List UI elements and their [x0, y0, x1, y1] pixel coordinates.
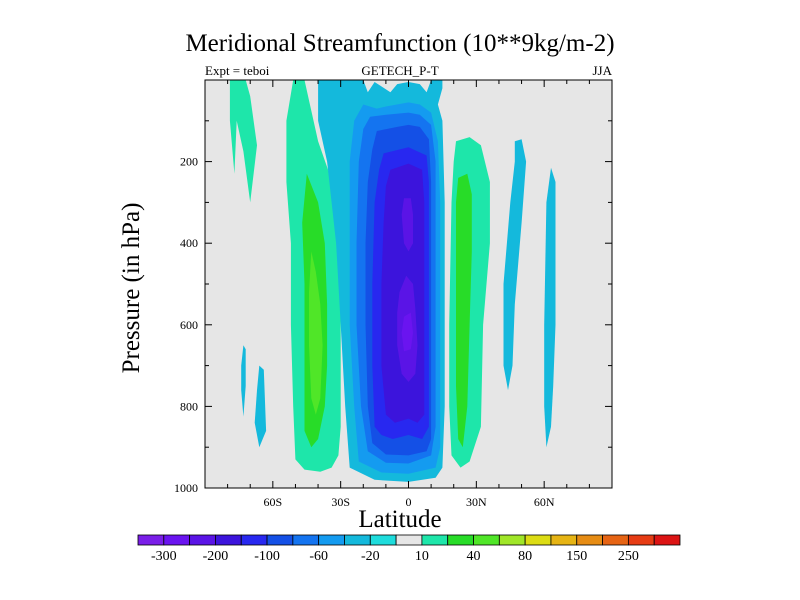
colorbar-swatch: [550, 534, 578, 546]
nh-ferrel-inner: [456, 173, 472, 448]
contour-fills: [229, 80, 556, 482]
sh-outer-cell: [229, 80, 257, 203]
colorbar-swatch: [602, 534, 629, 546]
colorbar-swatch: [498, 534, 526, 546]
axis-ticks: 60S 30S 0 30N 60N 200 400 600 800 1000: [174, 80, 612, 509]
colorbar-swatch: [447, 534, 474, 546]
model-label: GETECH_P-T: [361, 63, 439, 78]
colorbar-swatch: [318, 534, 345, 546]
x-axis-label: Latitude: [358, 506, 442, 533]
colorbar-swatch: [421, 534, 449, 546]
colorbar-label: 150: [566, 549, 587, 564]
colorbar-label: -300: [151, 549, 177, 564]
colorbar-swatch: [653, 534, 681, 546]
y-tick-label: 800: [180, 399, 198, 413]
colorbar-swatch: [369, 534, 397, 546]
x-tick-label: 60N: [534, 495, 555, 509]
colorbar-swatch: [627, 534, 655, 546]
colorbar-label: 40: [467, 549, 481, 564]
colorbar-swatch: [240, 534, 268, 546]
colorbar-swatch: [163, 534, 191, 546]
colorbar-label: 80: [518, 549, 532, 564]
colorbar-swatch: [473, 534, 500, 546]
colorbar-swatch: [524, 534, 552, 546]
colorbar-label: -20: [361, 549, 380, 564]
colorbar: -300 -200 -100 -60 -20 10 40 80 150 250: [137, 534, 681, 564]
y-tick-label: 200: [180, 155, 198, 169]
experiment-label: Expt = teboi: [205, 63, 270, 78]
colorbar-swatch: [215, 534, 242, 546]
sh-patch-small: [241, 345, 246, 417]
hadley-core-upper: [401, 198, 413, 252]
x-tick-label: 0: [406, 495, 412, 509]
colorbar-swatch: [292, 534, 320, 546]
nh-band-thin: [503, 139, 527, 391]
x-tick-label: 60S: [263, 495, 282, 509]
colorbar-swatch: [344, 534, 371, 546]
colorbar-label: -60: [309, 549, 328, 564]
colorbar-label: 10: [415, 549, 429, 564]
colorbar-label: -200: [203, 549, 229, 564]
colorbar-swatch: [395, 534, 423, 546]
y-tick-label: 1000: [174, 481, 198, 495]
nh-band-right: [544, 167, 556, 448]
hadley-core-peak: [401, 312, 413, 352]
colorbar-swatch: [189, 534, 216, 546]
x-tick-label: 30N: [466, 495, 487, 509]
season-label: JJA: [592, 63, 612, 78]
colorbar-label: -100: [254, 549, 280, 564]
colorbar-swatch: [576, 534, 603, 546]
y-tick-label: 600: [180, 318, 198, 332]
y-tick-label: 400: [180, 236, 198, 250]
colorbar-label: 250: [618, 549, 639, 564]
colorbar-swatch: [137, 534, 165, 546]
sh-patch-mid: [254, 365, 267, 448]
x-tick-label: 30S: [331, 495, 350, 509]
chart-title: Meridional Streamfunction (10**9kg/m-2): [185, 30, 615, 57]
colorbar-swatch: [266, 534, 294, 546]
sh-ferrel-core: [309, 251, 323, 415]
